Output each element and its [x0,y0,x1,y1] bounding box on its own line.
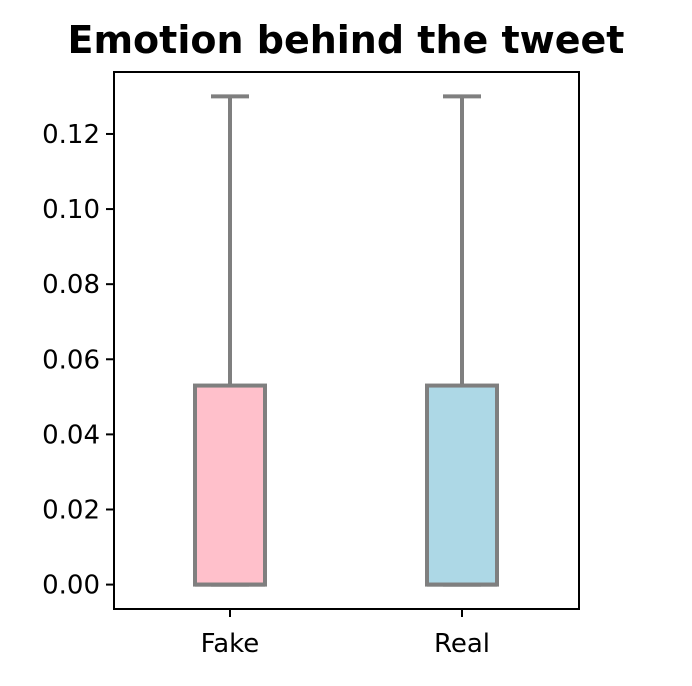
y-tick-label: 0.00 [42,571,100,601]
plot-frame [113,71,580,610]
y-tick-label: 0.10 [42,195,100,225]
chart-title: Emotion behind the tweet [68,18,625,62]
x-tick-label-real: Real [434,629,490,659]
box-fake [193,383,267,587]
y-tick-label: 0.08 [42,270,100,300]
plot-area: 0.00 0.02 0.04 0.06 0.08 0.10 0.12 Fake Real [42,94,499,659]
y-tick-label: 0.02 [42,495,100,525]
y-tick-label: 0.04 [42,420,100,450]
y-tick-label: 0.12 [42,120,100,150]
box-real [425,383,499,587]
y-tick-label: 0.06 [42,345,100,375]
x-tick-label-fake: Fake [201,629,260,659]
